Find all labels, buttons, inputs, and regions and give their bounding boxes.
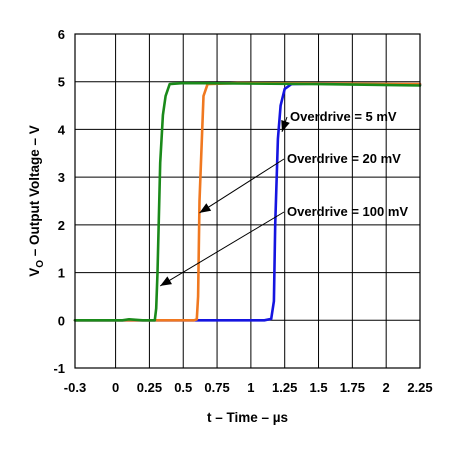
- y-tick-label: -1: [53, 361, 65, 376]
- x-tick-label: 0.75: [204, 380, 229, 395]
- x-tick-label: 1.5: [309, 380, 327, 395]
- y-axis-title-main: V: [27, 268, 42, 277]
- annotation-arrow-line: [199, 158, 285, 214]
- annotation-label: Overdrive = 100 mV: [287, 204, 408, 219]
- annotation-arrowhead: [199, 203, 212, 213]
- x-tick-label: 1: [247, 380, 254, 395]
- y-tick-label: 4: [58, 122, 66, 137]
- annotation: Overdrive = 20 mV: [199, 151, 401, 214]
- annotations: Overdrive = 5 mV Overdrive = 20 mV Overdri…: [159, 109, 408, 287]
- y-tick-label: 2: [58, 218, 65, 233]
- annotation-label: Overdrive = 5 mV: [290, 109, 397, 124]
- annotation-label: Overdrive = 20 mV: [287, 151, 401, 166]
- series-line-3: [73, 81, 422, 322]
- plot-frame: [74, 33, 421, 369]
- x-tick-label: 0: [112, 380, 119, 395]
- x-tick-labels: -0.3 0 0.25 0.5 0.75 1 1.25 1.5 1.75 2 2.25: [64, 380, 433, 395]
- x-axis-title: t – Time – µs: [207, 410, 288, 425]
- y-tick-label: 6: [58, 27, 65, 42]
- annotation-arrow-line: [159, 211, 285, 287]
- y-tick-label: 1: [58, 266, 65, 281]
- x-tick-label: 2.25: [407, 380, 432, 395]
- x-tick-label: 1.75: [340, 380, 365, 395]
- y-tick-label: 5: [58, 75, 65, 90]
- x-tick-label: 0.25: [137, 380, 162, 395]
- annotation-arrowhead: [281, 119, 290, 132]
- series-group: [73, 81, 422, 322]
- x-tick-label: 1.25: [272, 380, 297, 395]
- y-axis-title: VO – Output Voltage – V: [27, 125, 46, 277]
- annotation: Overdrive = 100 mV: [159, 204, 408, 287]
- annotation-arrowhead: [160, 276, 172, 286]
- annotation: Overdrive = 5 mV: [281, 109, 397, 132]
- y-tick-label: 0: [58, 313, 65, 328]
- y-tick-labels: -1 0 1 2 3 4 5 6: [53, 27, 65, 376]
- x-tick-label: 2: [383, 380, 390, 395]
- y-axis-title-subscript: O: [35, 260, 46, 268]
- x-tick-label: -0.3: [64, 380, 86, 395]
- y-axis-title-rest: – Output Voltage – V: [27, 125, 42, 260]
- x-tick-label: 0.5: [174, 380, 192, 395]
- y-tick-label: 3: [58, 170, 65, 185]
